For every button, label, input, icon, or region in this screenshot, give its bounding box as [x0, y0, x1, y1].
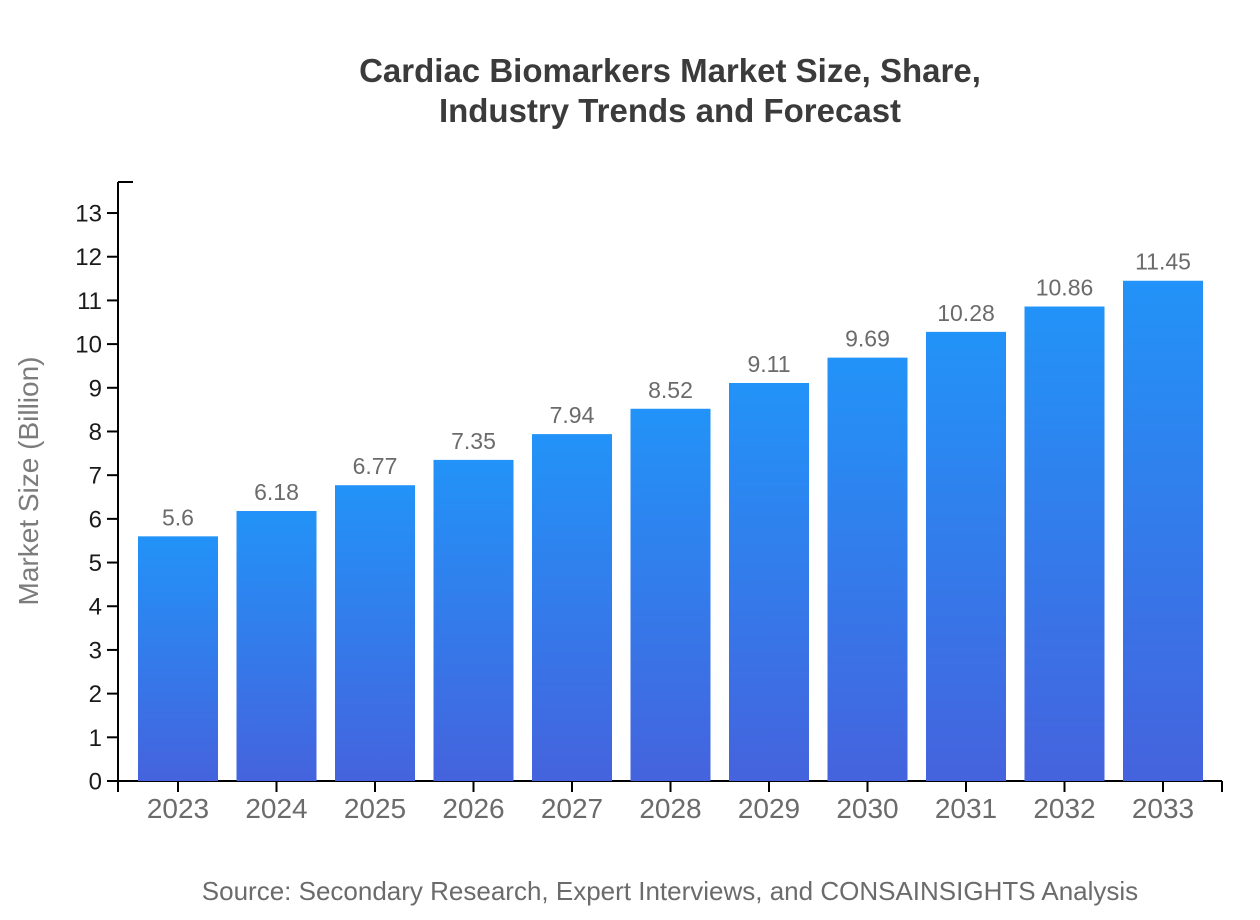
bar-value-label: 10.86 — [1036, 275, 1094, 301]
x-tick-label: 2030 — [836, 793, 898, 824]
bar-2023 — [138, 536, 218, 781]
x-tick-label: 2027 — [541, 793, 603, 824]
y-tick-label: 3 — [89, 637, 102, 664]
x-tick-label: 2032 — [1033, 793, 1095, 824]
y-tick-label: 11 — [77, 288, 102, 315]
bar-value-label: 11.45 — [1135, 249, 1191, 275]
bar-2033 — [1123, 280, 1203, 781]
x-tick-label: 2025 — [344, 793, 406, 824]
bar-value-label: 9.11 — [747, 351, 790, 377]
y-tick-label: 13 — [75, 201, 102, 228]
bar-value-label: 8.52 — [648, 377, 693, 403]
y-tick-label: 12 — [75, 244, 102, 271]
bar-2031 — [926, 331, 1006, 781]
bar-value-label: 6.77 — [353, 453, 398, 479]
bar-value-label: 6.18 — [254, 479, 299, 505]
bar-value-labels: 5.6 6.18 6.77 7.35 7.94 8.52 9.11 9.69 10.28 10.8… — [162, 249, 1191, 531]
y-tick-label: 2 — [89, 681, 102, 708]
bar-value-label: 7.35 — [451, 428, 496, 454]
bar-value-label: 9.69 — [845, 326, 890, 352]
bar-2024 — [236, 510, 317, 781]
x-tick-label: 2031 — [935, 793, 997, 824]
y-tick-label: 1 — [89, 725, 102, 752]
source-note: Source: Secondary Research, Expert Inter… — [202, 876, 1138, 906]
x-tick-label: 2033 — [1132, 793, 1194, 824]
bars-group — [138, 280, 1203, 781]
y-axis-title: Market Size (Billion) — [13, 357, 44, 606]
bar-2027 — [532, 434, 612, 781]
y-tick-label: 10 — [75, 332, 102, 359]
x-tick-label: 2026 — [442, 793, 504, 824]
x-tick-label: 2028 — [639, 793, 701, 824]
x-tick-label: 2024 — [245, 793, 307, 824]
bar-2026 — [433, 459, 514, 781]
y-tick-label: 5 — [89, 550, 102, 577]
bar-value-label: 5.6 — [162, 504, 194, 530]
chart-title-line-2: Industry Trends and Forecast — [439, 92, 901, 129]
y-tick-label: 9 — [89, 375, 102, 402]
bar-2032 — [1024, 306, 1105, 781]
y-tick-label: 0 — [89, 769, 102, 796]
y-tick-label: 4 — [89, 594, 102, 621]
bar-value-label: 7.94 — [550, 402, 595, 428]
x-tick-label: 2029 — [738, 793, 800, 824]
bar-2028 — [630, 408, 711, 781]
bar-value-label: 10.28 — [937, 300, 995, 326]
y-tick-label: 6 — [89, 506, 102, 533]
x-tick-labels: 2023 2024 2025 2026 2027 2028 2029 2030 2031 2032… — [147, 793, 1194, 824]
y-tick-label: 7 — [89, 463, 102, 490]
x-tick-label: 2023 — [147, 793, 209, 824]
chart-title-line-1: Cardiac Biomarkers Market Size, Share, — [359, 52, 981, 89]
bar-2030 — [827, 357, 908, 781]
bar-2025 — [335, 485, 415, 781]
bar-2029 — [729, 382, 809, 781]
y-tick-label: 8 — [89, 419, 102, 446]
